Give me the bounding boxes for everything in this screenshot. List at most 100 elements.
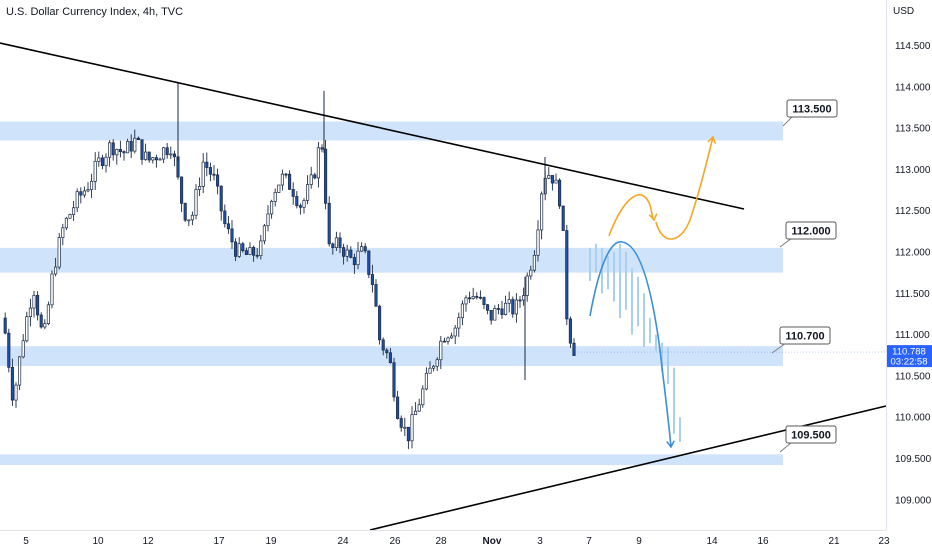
candle-up	[446, 337, 450, 342]
candle-down	[327, 202, 331, 245]
x-tick-label: 5	[23, 536, 29, 547]
level-callouts: 113.500 112.000 110.700 109.500	[771, 99, 838, 453]
y-tick-label: 114.500	[895, 41, 931, 52]
candle-down	[489, 309, 493, 321]
candle-up	[356, 250, 360, 266]
candle-down	[367, 250, 371, 275]
candle-up	[532, 254, 536, 271]
candle-up	[525, 275, 529, 296]
zone-112.000	[0, 247, 783, 273]
candle-down	[475, 296, 479, 298]
candle-down	[320, 147, 324, 150]
candle-up	[302, 200, 306, 208]
candle-down	[313, 174, 317, 179]
x-tick-label: 9	[636, 536, 642, 547]
candle-up	[46, 304, 50, 324]
candle-up	[439, 340, 443, 361]
candle-down	[399, 418, 403, 428]
candle-down	[129, 140, 133, 152]
callout-pointer	[771, 342, 787, 354]
candle-up	[194, 189, 198, 216]
candle-down	[298, 205, 302, 208]
candle-up	[306, 184, 310, 201]
candle-up	[144, 151, 148, 160]
price-axis[interactable]: 114.500 114.000 113.500 113.000 112.500 112.0…	[895, 41, 932, 506]
candle-down	[7, 332, 11, 368]
candle-down	[568, 318, 572, 344]
candle-up	[28, 307, 32, 318]
candle-up	[424, 372, 428, 390]
candle-down	[374, 284, 378, 307]
candle-up	[187, 219, 191, 222]
callout-label-113.500: 113.500	[792, 104, 831, 116]
x-tick-label: 17	[213, 536, 225, 547]
callout-pointer	[782, 115, 794, 127]
candle-down	[154, 157, 158, 161]
candle-down	[39, 314, 43, 328]
candle-down	[468, 297, 472, 300]
candle-down	[111, 142, 115, 156]
zone-109.500	[0, 454, 783, 466]
candle-down	[561, 205, 565, 231]
x-tick-label: 16	[757, 536, 769, 547]
candle-up	[158, 158, 162, 161]
candle-up	[75, 191, 79, 209]
callout-label-112.000: 112.000	[791, 226, 830, 238]
candle-down	[147, 151, 151, 161]
callout-pointer	[779, 441, 793, 453]
callout-box	[786, 99, 838, 118]
projection-bars	[589, 243, 681, 442]
x-tick-label: 3	[537, 536, 543, 547]
candle-up	[82, 190, 86, 196]
candle-up	[169, 153, 173, 156]
chart-title: U.S. Dollar Currency Index, 4h, TVC	[6, 6, 184, 18]
candle-down	[219, 185, 223, 212]
candle-down	[385, 349, 389, 354]
candle-down	[392, 362, 396, 398]
candle-down	[79, 191, 83, 196]
y-tick-label: 109.500	[895, 454, 932, 465]
candle-up	[540, 193, 544, 231]
x-tick-label: 12	[142, 536, 154, 547]
candle-down	[208, 167, 212, 175]
candle-down	[381, 339, 385, 351]
candle-up	[432, 365, 436, 369]
candle-down	[216, 174, 220, 187]
candle-up	[201, 161, 205, 187]
candle-up	[277, 184, 281, 193]
candle-down	[180, 176, 184, 204]
candle-up	[18, 356, 22, 386]
candle-down	[241, 243, 245, 251]
candle-up	[464, 297, 468, 305]
candle-down	[352, 257, 356, 266]
candle-down	[3, 317, 7, 334]
candle-up	[93, 160, 97, 182]
candle-up	[86, 189, 90, 192]
candle-up	[554, 179, 558, 184]
candle-up	[151, 157, 155, 161]
candle-up	[262, 225, 266, 242]
scenario-paths	[589, 135, 717, 449]
time-axis[interactable]: 5 10 12 17 19 24 26 28 Nov 3 7 9 14 16 21 23	[23, 536, 890, 547]
bullish-arrowhead	[707, 135, 717, 144]
candle-up	[259, 240, 263, 256]
x-tick-label: 24	[337, 536, 349, 547]
candle-down	[118, 149, 122, 152]
x-tick-label: 23	[878, 536, 890, 547]
candle-down	[565, 230, 569, 320]
y-tick-label: 112.000	[895, 248, 931, 259]
candle-up	[198, 186, 202, 190]
candle-up	[21, 340, 25, 358]
candle-up	[334, 237, 338, 248]
candle-down	[136, 137, 140, 140]
candle-down	[406, 426, 410, 442]
candle-up	[90, 181, 94, 190]
candle-down	[370, 274, 374, 285]
candle-down	[244, 250, 248, 255]
candle-up	[536, 229, 540, 256]
bullish-arrowhead-mid	[648, 213, 658, 222]
candle-down	[288, 173, 292, 190]
candle-down	[378, 305, 382, 341]
